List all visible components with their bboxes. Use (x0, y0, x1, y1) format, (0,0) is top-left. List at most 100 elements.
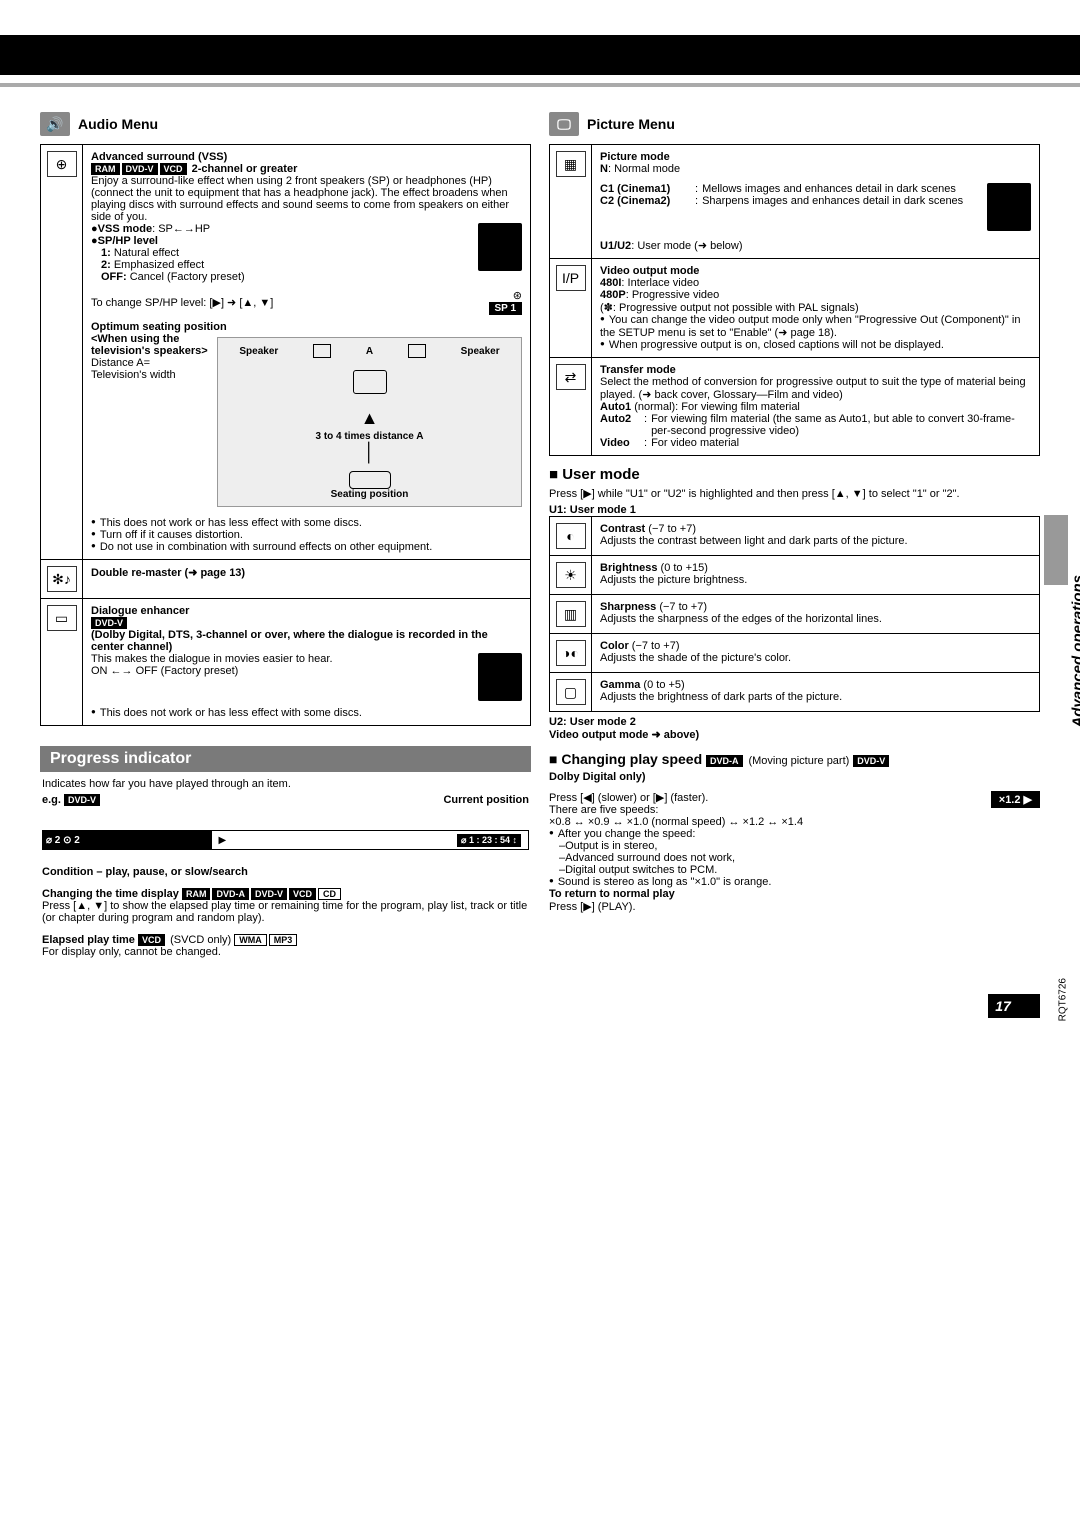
contrast-b: Adjusts the contrast between light and d… (600, 535, 908, 547)
dist-a1: Distance A= (91, 357, 211, 369)
dialogue-cond: (Dolby Digital, DTS, 3-channel or over, … (91, 629, 522, 653)
contrast-icon: ◐ (556, 523, 586, 549)
auto1a: Auto1 (600, 401, 631, 413)
progress-header: Progress indicator (40, 746, 531, 772)
current-pos: Current position (443, 794, 529, 806)
u2-sub: Video output mode ➜ above) (549, 728, 1040, 741)
ratio: 3 to 4 times distance A (316, 431, 424, 442)
dist-a-label: A (366, 346, 373, 357)
sharp-h: Sharpness (600, 601, 656, 613)
gamma-h: Gamma (600, 679, 640, 691)
top-gray-bar (0, 83, 1080, 87)
bright-h: Brightness (600, 562, 657, 574)
elapsed-note1: (SVCD only) (170, 934, 231, 946)
doc-code: RQT6726 (1057, 978, 1068, 1021)
usermode-intro: Press [▶] while "U1" or "U2" is highligh… (549, 487, 1040, 500)
vss-mode-label: VSS mode (98, 223, 152, 235)
color-b: Adjusts the shade of the picture's color… (600, 652, 791, 664)
vss-note1: This does not work or has less effect wi… (91, 517, 522, 529)
dialogue-black-box (478, 653, 522, 701)
vss-heading: Advanced surround (VSS) (91, 151, 522, 163)
page-num: 17 (988, 994, 1018, 1018)
ps-press: Press [◀] (slower) or [▶] (faster). (549, 791, 1040, 804)
transfer-icon: ⇄ (556, 364, 586, 390)
dialogue-icon: ▭ (47, 605, 77, 631)
page-number: 17 (988, 994, 1040, 1018)
audio-menu-title: Audio Menu (78, 116, 158, 132)
sharp-b: Adjusts the sharpness of the edges of th… (600, 613, 882, 625)
change-level: To change SP/HP level: [▶] ➜ [▲, ▼] (91, 296, 273, 309)
tv-icon (353, 370, 387, 394)
side-label: Advanced operations (1070, 575, 1080, 728)
progress-bar-diagram: ⌀ 2 ⊙ 2 ▶ ⌀ 1 : 23 : 54 ↕ (42, 812, 529, 852)
ps-speeds: ×0.8 ↔ ×0.9 ↔ ×1.0 (normal speed) ↔ ×1.2… (549, 816, 1040, 828)
vidout-b2: When progressive output is on, closed ca… (600, 339, 1031, 351)
page-columns: 🔊 Audio Menu ⊕ Advanced surround (VSS) R… (0, 112, 1080, 958)
vss-icon: ⊕ (47, 151, 77, 177)
pbd-played: ⌀ 2 ⊙ 2 (42, 830, 212, 850)
sharp-r: (−7 to +7) (659, 601, 707, 613)
picture-menu-table: ▦ Picture mode N: Normal mode C1 (Cinema… (549, 144, 1040, 456)
dist-a2: Television's width (91, 369, 211, 381)
badge-ram: RAM (91, 163, 120, 175)
contrast-h: Contrast (600, 523, 645, 535)
ps-a3: –Digital output switches to PCM. (549, 864, 1040, 876)
seating-diagram: Speaker A Speaker ▲ 3 to 4 times distanc… (217, 337, 522, 507)
bar-time: ⌀ 1 : 23 : 54 ↕ (457, 834, 521, 847)
transfer-heading: Transfer mode (600, 364, 1031, 376)
dialogue-cell: Dialogue enhancer DVD-V (Dolby Digital, … (83, 599, 531, 726)
dolby: Dolby Digital only) (549, 771, 1040, 783)
vidout-heading: Video output mode (600, 265, 1031, 277)
sp-badge: SP 1 (489, 302, 523, 315)
c2-desc: Sharpens images and enhances detail in d… (698, 195, 981, 207)
return-b: Press [▶] (PLAY). (549, 900, 1040, 913)
progress-body: Indicates how far you have played throug… (40, 772, 531, 958)
seat-icon (349, 471, 391, 489)
bright-b: Adjusts the picture brightness. (600, 574, 747, 586)
videob: For video material (647, 437, 1031, 449)
auto2a: Auto2 (600, 413, 644, 437)
usermode-title: ■ User mode (549, 466, 1040, 483)
vss-badges-note: 2-channel or greater (192, 163, 298, 175)
sharpness-icon: ▥ (556, 601, 586, 627)
return-h: To return to normal play (549, 888, 1040, 900)
vidout-icon: I/P (556, 265, 586, 291)
gamma-b: Adjusts the brightness of dark parts of … (600, 691, 842, 703)
dial-icon: ⊛ (513, 290, 522, 302)
picture-menu-title: Picture Menu (587, 116, 675, 132)
ps-title-note: (Moving picture part) (748, 755, 849, 767)
elapsed-b1: VCD (138, 934, 165, 946)
transfer-intro: Select the method of conversion for prog… (600, 376, 1031, 401)
ps-a1: –Output is in stereo, (549, 840, 1040, 852)
ps-after: After you change the speed: (549, 828, 1040, 840)
picmode-icon: ▦ (556, 151, 586, 177)
u-desc: User mode (➜ below) (637, 240, 742, 252)
vss-black-box (478, 223, 522, 271)
optimum-heading: Optimum seating position (91, 321, 522, 333)
n-desc: Normal mode (614, 163, 680, 175)
ps-sound: Sound is stereo as long as "×1.0" is ora… (549, 876, 1040, 888)
auto1b: (normal): For viewing film material (634, 401, 800, 413)
dialogue-heading: Dialogue enhancer (91, 605, 522, 617)
vss-badges: RAMDVD-VVCD 2-channel or greater (91, 163, 522, 175)
l1b: Interlace video (628, 277, 700, 289)
audio-menu-table: ⊕ Advanced surround (VSS) RAMDVD-VVCD 2-… (40, 144, 531, 726)
level2: Emphasized effect (114, 259, 204, 271)
ctd-body: Press [▲, ▼] to show the elapsed play ti… (42, 900, 529, 924)
side-gray-tab (1044, 515, 1068, 585)
n-label: N (600, 163, 608, 175)
vss-note2: Turn off if it causes distortion. (91, 529, 522, 541)
playspeed-title: ■ Changing play speed (549, 751, 702, 767)
monitor-icon: 🖵 (549, 112, 579, 136)
l2b: Progressive video (632, 289, 719, 301)
elapsed-body: For display only, cannot be changed. (42, 946, 529, 958)
top-black-bar (0, 35, 1080, 75)
gamma-r: (0 to +5) (643, 679, 684, 691)
dialogue-body: This makes the dialogue in movies easier… (91, 653, 333, 665)
color-h: Color (600, 640, 629, 652)
audio-menu-heading: 🔊 Audio Menu (40, 112, 531, 136)
contrast-r: (−7 to +7) (648, 523, 696, 535)
c2-label: C2 (Cinema2) (600, 195, 695, 207)
playspeed-title-row: ■ Changing play speed DVD-A (Moving pict… (549, 751, 1040, 767)
l1a: 480I (600, 277, 621, 289)
